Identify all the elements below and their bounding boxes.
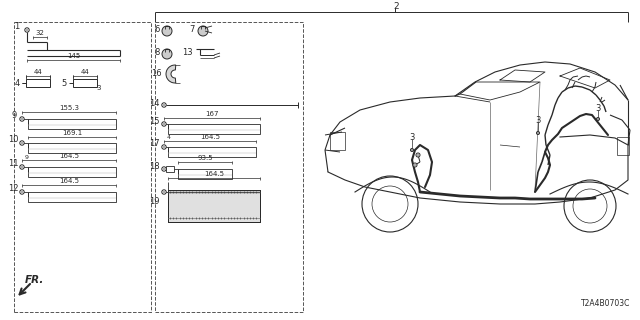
Text: T2A4B0703C: T2A4B0703C [580, 299, 630, 308]
Bar [178, 169, 232, 179]
Circle shape [410, 148, 413, 151]
Text: 164.5: 164.5 [59, 178, 79, 183]
Text: 17: 17 [149, 139, 160, 148]
Bar [330, 132, 345, 150]
Circle shape [414, 164, 416, 166]
Bar [14, 22, 151, 312]
Circle shape [538, 132, 539, 134]
Text: 3: 3 [535, 116, 541, 124]
Circle shape [412, 149, 413, 151]
Text: 164.5: 164.5 [59, 153, 79, 158]
Text: 32: 32 [36, 29, 44, 36]
Text: 167: 167 [205, 110, 219, 116]
Circle shape [162, 190, 166, 194]
Text: 4: 4 [167, 134, 171, 140]
Text: 16: 16 [152, 68, 162, 77]
Circle shape [413, 163, 417, 167]
Circle shape [596, 117, 600, 121]
Bar [28, 192, 116, 202]
Circle shape [21, 191, 22, 193]
Text: 11: 11 [8, 158, 19, 167]
Bar [168, 147, 256, 157]
Circle shape [162, 145, 166, 149]
Text: 7: 7 [189, 25, 195, 34]
Bar [26, 79, 50, 87]
Circle shape [163, 123, 164, 125]
Circle shape [26, 29, 28, 31]
Text: 145: 145 [67, 52, 80, 59]
Text: 164.5: 164.5 [200, 133, 220, 140]
Text: 3: 3 [410, 132, 415, 141]
Circle shape [20, 117, 24, 121]
Text: 1: 1 [14, 21, 20, 30]
Text: 10: 10 [8, 134, 19, 143]
Circle shape [162, 49, 172, 59]
Text: 93.5: 93.5 [197, 155, 213, 161]
Bar [168, 190, 260, 222]
Text: 5: 5 [61, 78, 67, 87]
Circle shape [20, 190, 24, 194]
Text: 18: 18 [149, 162, 160, 171]
Text: 2: 2 [393, 2, 399, 11]
Circle shape [25, 28, 29, 32]
Text: 9: 9 [12, 110, 17, 119]
Circle shape [20, 165, 24, 169]
Text: 169.1: 169.1 [62, 130, 82, 135]
Bar [168, 190, 260, 222]
Wedge shape [166, 65, 176, 83]
Text: 4: 4 [14, 78, 20, 87]
Text: 44: 44 [34, 68, 42, 75]
Text: 3: 3 [595, 103, 601, 113]
Circle shape [163, 191, 164, 193]
Circle shape [163, 146, 164, 148]
Text: 44: 44 [81, 68, 90, 75]
Bar [28, 119, 116, 129]
Bar [28, 143, 116, 153]
Circle shape [163, 104, 164, 106]
Circle shape [21, 142, 22, 144]
Text: 13: 13 [182, 47, 193, 57]
Circle shape [162, 122, 166, 126]
Text: 164.5: 164.5 [204, 171, 224, 177]
Text: 19: 19 [150, 197, 160, 206]
Circle shape [536, 132, 540, 134]
Text: FR.: FR. [24, 275, 44, 285]
Circle shape [597, 118, 598, 120]
Text: 8: 8 [155, 47, 160, 57]
Circle shape [21, 118, 22, 120]
Text: 3: 3 [97, 85, 101, 91]
Bar [168, 124, 260, 134]
Text: 6: 6 [155, 25, 160, 34]
Bar [28, 167, 116, 177]
Bar [617, 137, 629, 155]
Circle shape [20, 141, 24, 145]
Circle shape [163, 168, 164, 170]
Circle shape [417, 154, 419, 156]
Text: 155.3: 155.3 [59, 105, 79, 110]
Text: 12: 12 [8, 183, 19, 193]
Circle shape [198, 26, 208, 36]
Bar [73, 79, 97, 87]
Text: 9: 9 [25, 155, 29, 159]
Bar [155, 22, 303, 312]
Circle shape [162, 26, 172, 36]
Text: 14: 14 [150, 99, 160, 108]
Circle shape [21, 166, 22, 168]
Circle shape [162, 167, 166, 171]
Circle shape [162, 103, 166, 107]
Circle shape [416, 153, 420, 157]
Bar [166, 166, 174, 172]
Text: 15: 15 [150, 116, 160, 125]
